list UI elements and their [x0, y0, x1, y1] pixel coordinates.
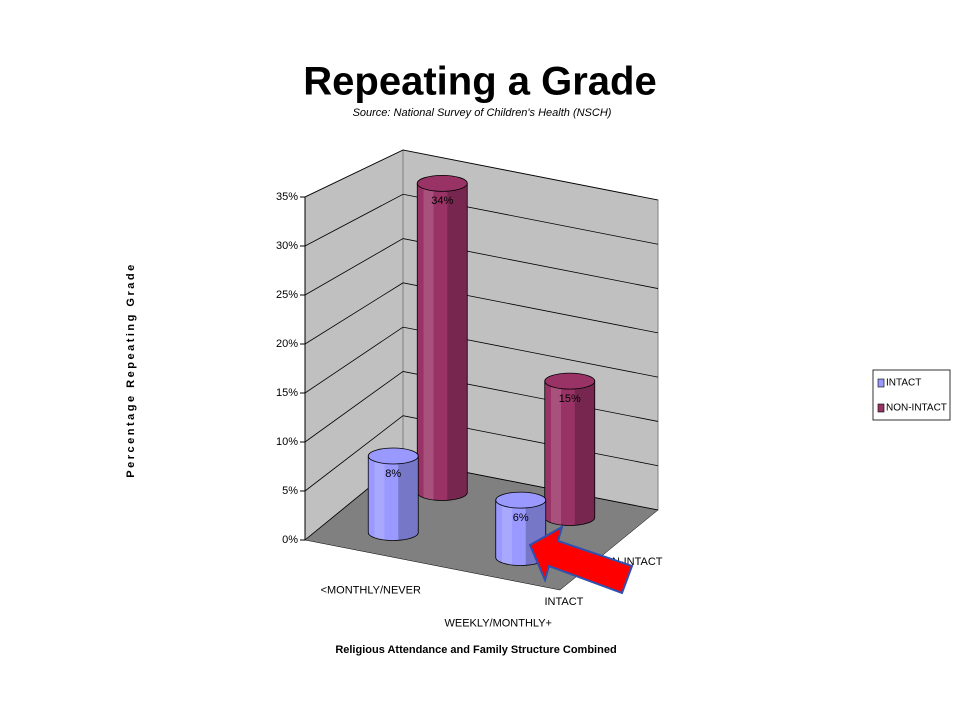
legend: INTACT NON-INTACT	[877, 378, 947, 414]
chart-title: Repeating a Grade	[303, 60, 656, 104]
legend-box	[872, 369, 951, 421]
legend-swatch	[877, 403, 885, 413]
x-tick-label: <MONTHLY/NEVER	[321, 584, 421, 596]
y-tick-label: 35%	[276, 191, 298, 203]
cylinder-body	[367, 455, 419, 541]
cylinder-top	[367, 447, 419, 465]
y-axis-title: Percentage Repeating Grade	[125, 262, 137, 477]
grid-line	[304, 149, 659, 201]
y-tick-label: 0%	[282, 534, 298, 546]
cylinder: 34%	[416, 174, 468, 501]
y-tick-label: 15%	[276, 387, 298, 399]
grid-line	[304, 282, 659, 345]
cylinder-shine	[502, 500, 512, 565]
arrow-annotation	[528, 524, 634, 595]
cylinder-top	[495, 491, 547, 509]
y-tick-label: 25%	[276, 289, 298, 301]
value-label: 15%	[559, 393, 581, 405]
grid-line	[304, 238, 659, 296]
cylinder-shine	[423, 183, 434, 500]
grid-line	[304, 193, 659, 247]
y-tick-label: 20%	[276, 338, 298, 350]
cylinder: 8%	[367, 447, 419, 541]
value-label: 6%	[513, 512, 529, 524]
x-axis-title: Religious Attendance and Family Structur…	[335, 644, 616, 656]
cylinder-shine	[551, 381, 561, 525]
y-tick-label: 30%	[276, 240, 298, 252]
cylinder-top	[416, 174, 468, 192]
grid-line	[304, 326, 659, 394]
value-label: 8%	[385, 468, 401, 480]
chart-subtitle: Source: National Survey of Children's He…	[353, 107, 612, 119]
cylinder: 15%	[544, 372, 596, 526]
legend-label: NON-INTACT	[886, 403, 947, 414]
cylinder-shade	[574, 381, 595, 526]
cylinder-shine	[374, 455, 385, 540]
depth-tick-label: INTACT	[545, 596, 584, 608]
y-tick-label: 5%	[282, 485, 298, 497]
y-tick-label: 10%	[276, 436, 298, 448]
cylinder-shade	[398, 455, 419, 541]
cylinder-top	[544, 372, 596, 390]
x-tick-label: WEEKLY/MONTHLY+	[445, 617, 552, 629]
value-label: 34%	[431, 195, 453, 207]
cylinder-shade	[447, 183, 468, 501]
legend-swatch	[877, 378, 885, 388]
legend-label: INTACT	[886, 378, 921, 389]
